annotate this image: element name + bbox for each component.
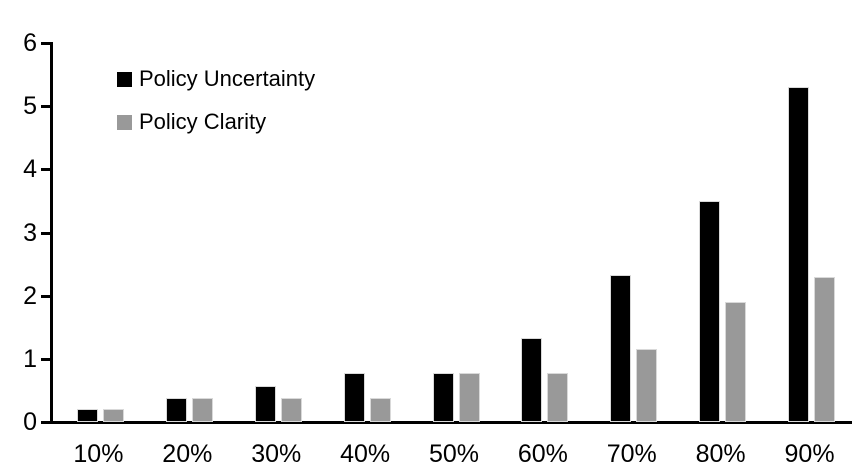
bar-policy-uncertainty-50% [432,372,454,422]
bar-policy-uncertainty-20% [165,397,187,422]
y-axis-label-6: 6 [23,29,37,57]
x-axis-label-80%: 80% [695,440,746,468]
bar-policy-uncertainty-60% [521,337,543,422]
x-axis-label-40%: 40% [340,440,391,468]
y-tick-3 [41,231,52,235]
legend-label-policy-clarity: Policy Clarity [139,109,267,134]
bar-policy-clarity-20% [191,397,213,422]
y-axis-label-3: 3 [23,218,37,247]
legend-item-policy-uncertainty: Policy Uncertainty [117,66,315,92]
x-axis-label-70%: 70% [606,440,657,468]
x-axis-label-90%: 90% [784,440,835,468]
x-axis-label-20%: 20% [162,440,213,468]
bar-policy-uncertainty-10% [76,409,98,422]
bar-policy-clarity-90% [814,276,836,422]
y-tick-5 [41,105,52,109]
legend: Policy Uncertainty Policy Clarity [117,66,315,152]
bar-policy-clarity-10% [102,409,124,422]
bar-policy-uncertainty-90% [788,87,810,422]
bar-policy-clarity-30% [280,397,302,422]
legend-item-policy-clarity: Policy Clarity [117,109,315,135]
y-tick-1 [41,357,52,361]
legend-label-policy-uncertainty: Policy Uncertainty [139,66,316,91]
bar-policy-uncertainty-70% [610,274,632,422]
bar-policy-clarity-40% [369,397,391,422]
y-tick-2 [41,294,52,298]
bar-policy-clarity-80% [725,301,747,422]
legend-swatch-policy-uncertainty [117,71,132,87]
y-tick-4 [41,168,52,172]
y-tick-0 [41,421,52,424]
x-axis-label-30%: 30% [251,440,302,468]
y-axis-label-1: 1 [23,344,37,373]
y-axis-label-5: 5 [23,92,37,121]
x-axis-label-10%: 10% [73,440,124,468]
legend-swatch-policy-clarity [117,114,132,130]
x-axis-line [50,421,852,424]
bar-policy-uncertainty-40% [343,373,365,422]
bar-policy-clarity-60% [547,373,569,422]
bar-policy-clarity-70% [636,349,658,422]
bar-policy-clarity-50% [458,372,480,422]
x-axis-label-60%: 60% [517,440,568,468]
y-axis-label-0: 0 [23,408,37,436]
bar-policy-uncertainty-80% [699,200,721,422]
x-axis-label-50%: 50% [428,440,480,468]
y-tick-6 [41,42,52,45]
y-axis-label-2: 2 [23,281,37,310]
y-axis-label-4: 4 [23,155,37,184]
bar-policy-uncertainty-30% [254,385,276,422]
